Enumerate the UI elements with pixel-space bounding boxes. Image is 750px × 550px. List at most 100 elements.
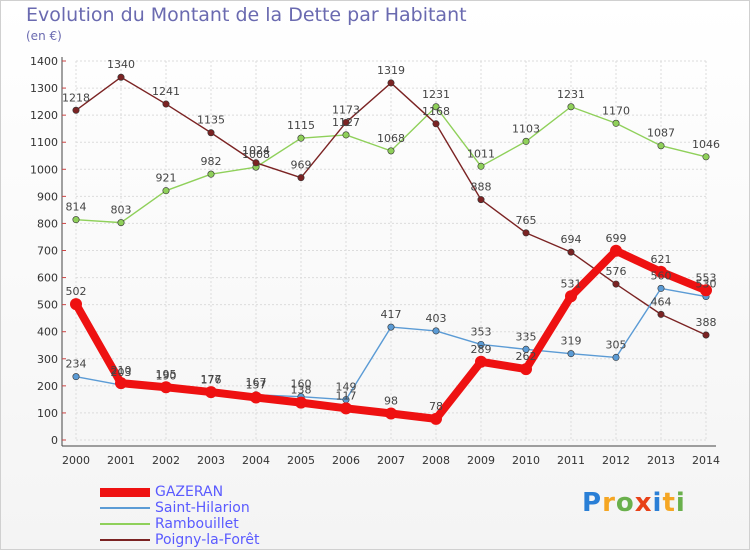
data-point — [702, 153, 710, 161]
data-point — [72, 373, 80, 381]
data-point — [297, 174, 305, 182]
data-label: 502 — [66, 285, 87, 298]
y-tick-label: 100 — [37, 407, 58, 420]
data-label: 1011 — [467, 147, 495, 160]
data-label: 157 — [246, 378, 267, 391]
legend-label: GAZERAN — [155, 484, 224, 500]
data-point — [342, 118, 350, 126]
data-label: 1087 — [647, 127, 675, 140]
logo-letter: x — [634, 488, 653, 518]
data-point — [207, 129, 215, 137]
legend-label: Rambouillet — [155, 516, 239, 532]
data-point — [522, 345, 530, 353]
legend: GAZERAN Saint-Hilarion Rambouillet Poign… — [100, 484, 340, 548]
logo-letter: o — [615, 488, 635, 518]
data-point — [475, 355, 487, 368]
data-point — [700, 284, 712, 297]
y-tick-label: 1000 — [30, 163, 58, 176]
data-point — [342, 131, 350, 139]
data-label: 138 — [291, 384, 312, 397]
legend-item-poigny: Poigny-la-Forêt — [100, 532, 340, 548]
y-tick-label: 700 — [37, 245, 58, 258]
legend-swatch — [100, 488, 150, 497]
data-point — [477, 196, 485, 204]
x-tick-label: 2005 — [287, 454, 315, 467]
data-label: 765 — [516, 214, 537, 227]
y-tick-label: 500 — [37, 299, 58, 312]
data-label: 1231 — [557, 88, 585, 101]
data-label: 1319 — [377, 64, 405, 77]
x-tick-label: 2003 — [197, 454, 225, 467]
data-point — [657, 310, 665, 318]
y-tick-label: 200 — [37, 380, 58, 393]
data-label: 98 — [384, 394, 398, 407]
data-label: 78 — [429, 400, 443, 413]
y-tick-label: 900 — [37, 190, 58, 203]
data-label: 319 — [561, 335, 582, 348]
data-point — [205, 386, 217, 399]
data-point — [387, 79, 395, 87]
x-tick-label: 2001 — [107, 454, 135, 467]
data-label: 1241 — [152, 85, 180, 98]
data-point — [385, 407, 397, 420]
data-label: 305 — [606, 338, 627, 351]
data-point — [297, 134, 305, 142]
data-label: 464 — [651, 295, 672, 308]
data-point — [207, 170, 215, 178]
data-point — [477, 340, 485, 348]
data-label: 353 — [471, 325, 492, 338]
data-point — [522, 137, 530, 145]
data-label: 167 — [246, 376, 267, 389]
data-label: 149 — [336, 381, 357, 394]
data-label: 1115 — [287, 119, 315, 132]
data-label: 1340 — [107, 58, 135, 71]
data-label: 921 — [156, 172, 177, 185]
data-label: 531 — [561, 277, 582, 290]
data-label: 203 — [111, 366, 132, 379]
legend-swatch — [100, 507, 150, 509]
x-tick-label: 2011 — [557, 454, 585, 467]
data-point — [567, 103, 575, 111]
legend-swatch — [100, 539, 150, 541]
data-label: 1046 — [692, 138, 720, 151]
logo-letter: P — [582, 488, 603, 518]
data-point — [387, 323, 395, 331]
data-point — [612, 280, 620, 288]
data-point — [567, 350, 575, 358]
x-tick-label: 2012 — [602, 454, 630, 467]
y-tick-label: 400 — [37, 326, 58, 339]
data-label: 1127 — [332, 116, 360, 129]
data-label: 1173 — [332, 103, 360, 116]
data-label: 803 — [111, 204, 132, 217]
data-point — [655, 265, 667, 278]
y-tick-label: 1100 — [30, 136, 58, 149]
legend-item-saint-hilarion: Saint-Hilarion — [100, 500, 340, 516]
proxiti-logo: Proxiti — [582, 488, 686, 518]
data-point — [657, 142, 665, 150]
data-label: 576 — [606, 265, 627, 278]
data-point — [160, 381, 172, 394]
x-tick-label: 2006 — [332, 454, 360, 467]
data-label: 1008 — [242, 148, 270, 161]
data-point — [610, 244, 622, 257]
x-tick-label: 2008 — [422, 454, 450, 467]
data-label: 621 — [651, 253, 672, 266]
data-label: 1218 — [62, 91, 90, 104]
chart-subtitle: (en €) — [26, 29, 62, 43]
data-point — [117, 219, 125, 227]
data-label: 177 — [201, 373, 222, 386]
legend-item-rambouillet: Rambouillet — [100, 516, 340, 532]
x-tick-label: 2004 — [242, 454, 270, 467]
data-label: 530 — [696, 278, 717, 291]
chart-title: Evolution du Montant de la Dette par Hab… — [26, 4, 467, 26]
data-label: 982 — [201, 155, 222, 168]
data-label: 190 — [156, 370, 177, 383]
data-point — [432, 120, 440, 128]
logo-letter: i — [675, 488, 686, 518]
logo-letter: r — [602, 488, 616, 518]
legend-label: Poigny-la-Forêt — [155, 532, 260, 548]
data-point — [522, 229, 530, 237]
y-tick-label: 800 — [37, 217, 58, 230]
legend-item-gazeran: GAZERAN — [100, 484, 340, 500]
